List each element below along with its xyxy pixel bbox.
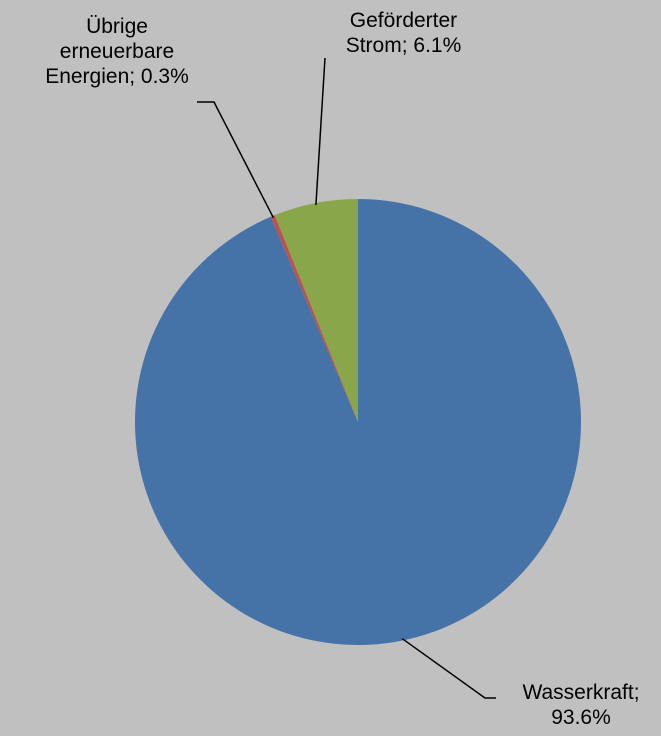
data-label-uebrige-erneuerbare: Übrige erneuerbare Energien; 0.3% — [22, 14, 212, 89]
data-label-gefoerderter-strom: Geförderter Strom; 6.1% — [316, 8, 491, 58]
data-label-line: erneuerbare — [59, 40, 175, 63]
leader-line-uebrige-erneuerbare-energien — [197, 101, 275, 219]
pie-slice-uebrige-erneuerbare-energien — [270, 215, 358, 422]
data-label-line: Geförderter — [349, 9, 458, 32]
data-label-line: Übrige — [86, 15, 148, 38]
leader-line-gefoerderter-strom — [315, 57, 326, 206]
data-label-line: Wasserkraft; — [522, 681, 640, 704]
leader-line-wasserkraft — [401, 637, 496, 699]
data-label-wasserkraft: Wasserkraft; 93.6% — [496, 680, 661, 730]
pie-slice-gefoerderter-strom — [274, 199, 358, 422]
data-label-line: 93.6% — [551, 706, 611, 729]
data-label-line: Energien; 0.3% — [45, 65, 189, 88]
data-label-line: Strom; 6.1% — [345, 34, 462, 57]
